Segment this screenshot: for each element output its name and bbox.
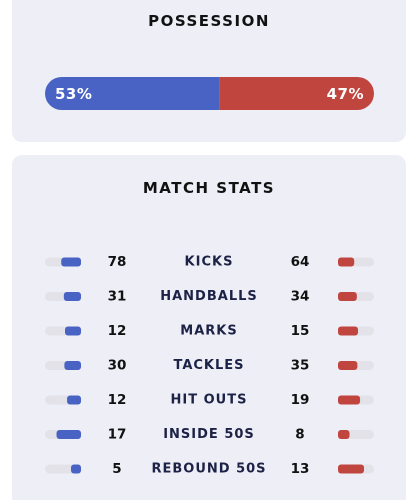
home-value: 5: [112, 461, 121, 477]
away-bar: [338, 464, 364, 474]
away-value: 34: [291, 289, 310, 305]
stat-name: INSIDE 50S: [163, 427, 255, 442]
away-bar: [338, 430, 350, 439]
away-possession: [219, 77, 374, 110]
home-value: 17: [108, 427, 127, 443]
home-bar: [67, 395, 81, 405]
home-value: 12: [108, 323, 127, 339]
home-value: 78: [108, 254, 127, 270]
away-bar: [338, 361, 358, 370]
possession-title: POSSESSION: [148, 12, 270, 30]
match-stats-title: MATCH STATS: [143, 179, 275, 197]
match-stats-card: [12, 155, 406, 500]
stat-name: MARKS: [180, 324, 237, 339]
away-bar: [338, 257, 355, 267]
home-possession: [45, 77, 220, 110]
away-value: 19: [291, 392, 310, 408]
away-value: 64: [291, 254, 310, 270]
stat-name: REBOUND 50S: [151, 462, 266, 477]
home-bar: [63, 292, 81, 301]
home-value: 30: [108, 358, 127, 374]
away-possession-label: 47%: [327, 85, 364, 103]
stat-name: TACKLES: [173, 358, 244, 373]
home-value: 12: [108, 392, 127, 408]
away-bar: [338, 326, 358, 336]
away-value: 35: [291, 358, 310, 374]
home-bar: [56, 430, 81, 439]
home-bar: [65, 326, 81, 336]
home-value: 31: [108, 289, 127, 305]
away-value: 15: [291, 323, 310, 339]
stat-name: KICKS: [185, 255, 234, 270]
away-value: 8: [295, 427, 304, 443]
home-bar: [64, 361, 81, 370]
home-bar: [61, 257, 81, 267]
possession-bar: [45, 77, 374, 110]
away-bar: [338, 395, 361, 405]
away-bar: [338, 292, 357, 301]
stat-name: HANDBALLS: [160, 289, 258, 304]
stat-name: HIT OUTS: [171, 393, 248, 408]
home-bar: [71, 464, 81, 474]
away-value: 13: [291, 461, 310, 477]
home-possession-label: 53%: [55, 85, 92, 103]
